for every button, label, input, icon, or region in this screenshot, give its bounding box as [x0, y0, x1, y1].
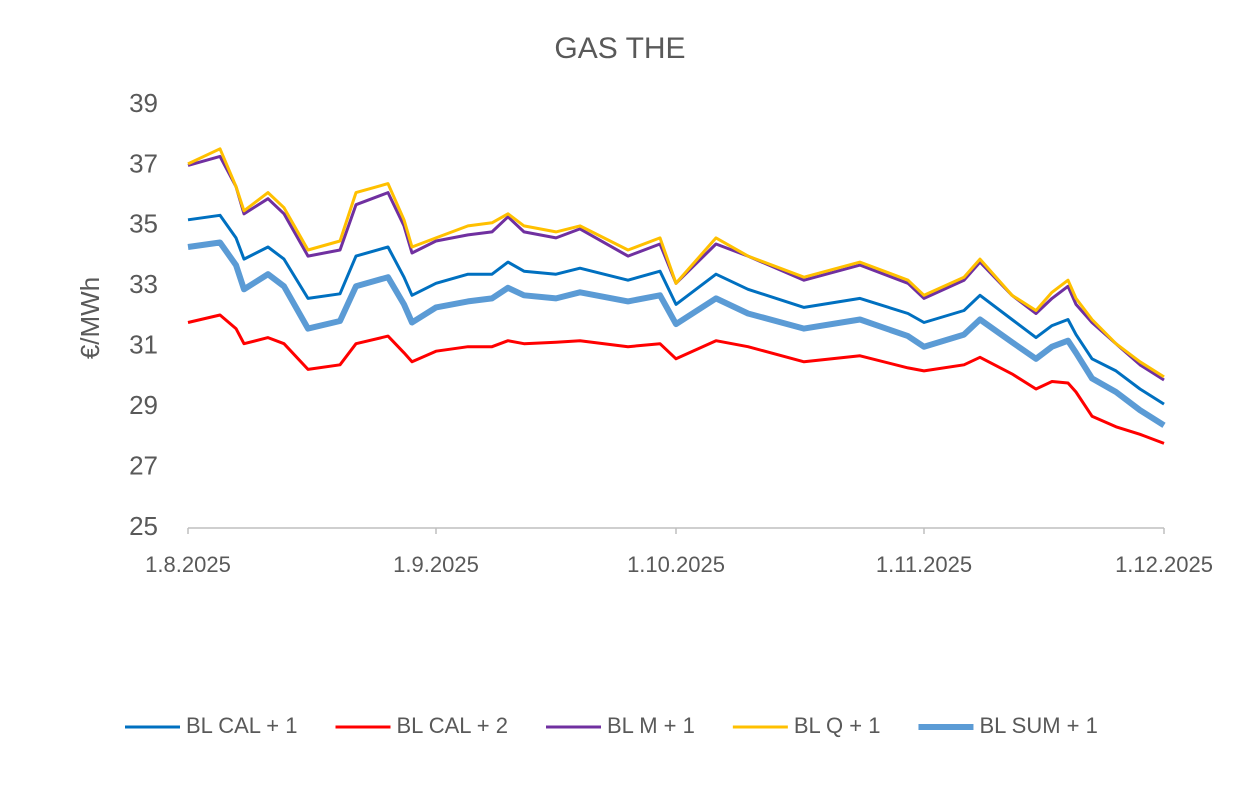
series-line: [187, 154, 1165, 382]
x-tick-label: 1.11.2025: [876, 552, 972, 577]
legend-label: BL Q + 1: [794, 713, 881, 738]
x-tick-label: 1.12.2025: [1115, 552, 1213, 577]
y-tick-label: 33: [129, 269, 158, 299]
y-tick-label: 31: [129, 330, 158, 360]
x-tick-label: 1.8.2025: [145, 552, 231, 577]
y-tick-label: 39: [129, 88, 158, 118]
x-tick-label: 1.9.2025: [393, 552, 479, 577]
legend-label: BL M + 1: [607, 713, 695, 738]
series-line: [187, 239, 1166, 428]
x-tick-label: 1.10.2025: [627, 552, 725, 577]
chart-title: GAS THE: [554, 32, 685, 65]
y-tick-label: 37: [129, 148, 158, 178]
y-tick-label: 29: [129, 390, 158, 420]
series-line: [187, 147, 1165, 379]
y-tick-label: 25: [129, 511, 158, 541]
legend-label: BL SUM + 1: [979, 713, 1097, 738]
series-line: [187, 313, 1165, 445]
legend-label: BL CAL + 1: [186, 713, 298, 738]
y-axis-label: €/MWh: [75, 277, 105, 359]
y-tick-label: 27: [129, 450, 158, 480]
legend-label: BL CAL + 2: [397, 713, 509, 738]
series-line: [187, 213, 1165, 406]
y-tick-label: 35: [129, 209, 158, 239]
